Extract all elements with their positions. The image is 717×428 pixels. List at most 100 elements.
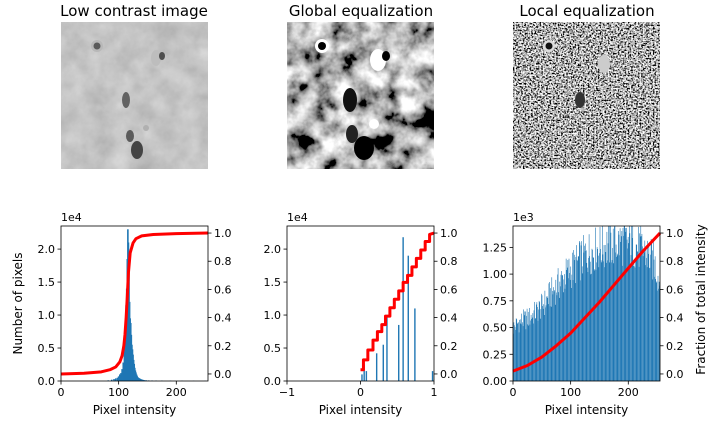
histogram-bar: [626, 239, 628, 381]
histogram-bar: [617, 255, 619, 381]
y2-tick-label: 0.6: [440, 283, 458, 296]
histogram-bar: [656, 281, 658, 381]
y2-tick-label: 1.0: [440, 227, 458, 240]
x-tick-label: 0: [58, 386, 65, 399]
histogram-bar: [629, 233, 631, 381]
histogram-bar: [542, 308, 544, 381]
histogram-bar: [398, 324, 400, 381]
histogram-bar: [616, 256, 617, 381]
y-tick-label: 0.0: [264, 375, 282, 388]
histogram-bar: [630, 255, 632, 381]
histogram-bar: [583, 235, 584, 381]
histogram-bar: [608, 226, 610, 381]
histogram-bar: [523, 315, 525, 381]
y2-tick-label: 0.4: [214, 312, 232, 325]
histogram-bar: [588, 257, 589, 381]
histogram-bar: [560, 286, 561, 381]
y2-tick-label: 0.0: [440, 368, 458, 381]
histogram-bar: [407, 255, 409, 381]
histogram-bar: [541, 295, 543, 381]
y-tick-label: 1.00: [483, 268, 508, 281]
histogram-bar: [545, 305, 547, 381]
histogram-bar: [593, 270, 595, 381]
y2-tick-label: 0.2: [440, 340, 458, 353]
histogram-bar: [658, 288, 659, 381]
histogram-bar: [544, 290, 546, 381]
histogram-bar: [601, 262, 603, 381]
y2-tick-label: 1.0: [666, 227, 684, 240]
histogram-bar: [631, 237, 633, 381]
histogram-bar: [620, 241, 621, 381]
histogram-bar: [553, 291, 555, 381]
histogram-bar: [529, 307, 530, 381]
histogram-bar: [638, 266, 640, 381]
histogram-bar: [657, 290, 658, 381]
histogram-bar: [614, 226, 616, 381]
histogram-bar: [577, 256, 579, 381]
histogram-bar: [527, 311, 529, 381]
histogram-bar: [114, 378, 117, 381]
histogram-bar: [431, 371, 434, 381]
cdf-line: [360, 231, 435, 372]
histogram-bar: [556, 295, 558, 381]
y2-tick-label: 0.0: [666, 368, 684, 381]
histogram-bar: [621, 231, 623, 381]
histogram-bar: [645, 248, 647, 381]
histogram-bar: [590, 274, 592, 381]
histogram-bar: [561, 275, 563, 381]
histogram-bar: [598, 267, 600, 381]
histogram-bar: [529, 324, 531, 381]
histogram-bar: [589, 256, 590, 381]
y2-tick-label: 0.8: [440, 255, 458, 268]
y-tick-label: 0.00: [483, 375, 508, 388]
image-global-equalization: [287, 22, 434, 169]
histogram-bar: [576, 259, 578, 381]
histogram-bar: [113, 379, 115, 381]
histogram-bar: [592, 249, 593, 381]
histogram-bar: [650, 254, 651, 381]
histogram-bar: [643, 251, 644, 381]
histogram-bar: [651, 250, 653, 381]
histogram-bar: [571, 274, 573, 381]
image-title-low-contrast: Low contrast image: [60, 2, 208, 20]
histogram-bar: [635, 258, 636, 381]
histogram-bar: [527, 324, 528, 381]
histogram-bar: [570, 266, 572, 381]
histogram-bar: [645, 265, 646, 381]
histogram-bar: [585, 243, 586, 381]
x-tick-label: 1: [431, 386, 438, 399]
histogram-bar: [516, 319, 518, 381]
histogram-bar: [517, 322, 519, 381]
y-tick-label: 0.75: [483, 295, 508, 308]
histogram-bar: [515, 329, 516, 381]
histogram-bar: [610, 226, 611, 381]
y-offset-multiplier: 1e4: [61, 211, 82, 224]
histogram-bar: [538, 300, 540, 381]
histogram-bar: [536, 302, 538, 381]
histogram-bar: [142, 380, 145, 381]
histogram-bar: [540, 309, 542, 381]
histogram-bar: [597, 249, 599, 381]
axes-frame: [60, 225, 209, 382]
histogram-bar: [637, 251, 638, 381]
histogram-bar: [579, 242, 581, 381]
histogram-bar: [375, 353, 378, 381]
histogram-bar: [537, 320, 539, 381]
histogram-bar: [588, 234, 590, 381]
histogram-bar: [633, 265, 634, 381]
histogram-bar: [599, 226, 601, 381]
histogram-bar: [537, 306, 538, 381]
histogram-bar: [591, 248, 593, 381]
y2-tick-label: 0.6: [666, 283, 684, 296]
histogram-bar: [596, 247, 598, 381]
histogram-bar: [613, 263, 615, 381]
histogram-bar: [650, 238, 652, 381]
histogram-bar: [648, 244, 650, 381]
histogram-bar: [117, 376, 120, 381]
histogram-bar: [655, 282, 657, 381]
image-low-contrast: [61, 22, 208, 169]
histogram-bar: [594, 269, 596, 381]
histogram-bar: [566, 270, 568, 381]
histogram-bar: [575, 256, 577, 381]
